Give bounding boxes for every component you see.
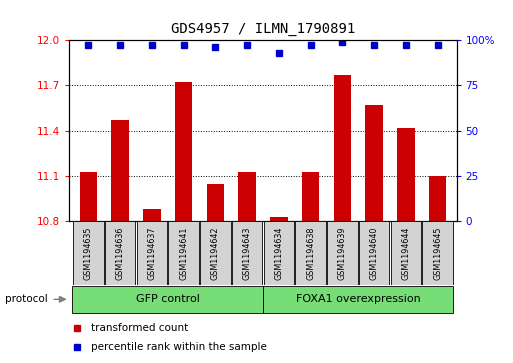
Text: GSM1194635: GSM1194635	[84, 227, 93, 280]
Text: GSM1194639: GSM1194639	[338, 227, 347, 280]
FancyBboxPatch shape	[73, 221, 104, 285]
FancyBboxPatch shape	[295, 221, 326, 285]
FancyBboxPatch shape	[105, 221, 135, 285]
Text: GSM1194645: GSM1194645	[433, 227, 442, 280]
Text: GSM1194637: GSM1194637	[147, 227, 156, 280]
Text: GSM1194642: GSM1194642	[211, 227, 220, 280]
Text: percentile rank within the sample: percentile rank within the sample	[91, 342, 266, 352]
FancyBboxPatch shape	[359, 221, 389, 285]
Bar	[270, 217, 287, 221]
Text: GSM1194643: GSM1194643	[243, 227, 251, 280]
Text: protocol: protocol	[5, 294, 48, 305]
Bar	[80, 171, 97, 221]
FancyBboxPatch shape	[168, 221, 199, 285]
Title: GDS4957 / ILMN_1790891: GDS4957 / ILMN_1790891	[171, 22, 355, 36]
Text: transformed count: transformed count	[91, 323, 188, 333]
FancyBboxPatch shape	[72, 286, 263, 313]
Bar	[239, 171, 256, 221]
FancyBboxPatch shape	[390, 221, 421, 285]
FancyBboxPatch shape	[327, 221, 358, 285]
Text: GSM1194644: GSM1194644	[401, 227, 410, 280]
Text: GSM1194638: GSM1194638	[306, 227, 315, 280]
FancyBboxPatch shape	[422, 221, 453, 285]
FancyBboxPatch shape	[200, 221, 230, 285]
Text: GSM1194634: GSM1194634	[274, 227, 283, 280]
Bar	[429, 176, 446, 221]
FancyBboxPatch shape	[232, 221, 262, 285]
Text: GSM1194636: GSM1194636	[115, 227, 125, 280]
Bar	[333, 75, 351, 221]
FancyBboxPatch shape	[263, 286, 453, 313]
Text: GFP control: GFP control	[136, 294, 200, 305]
Bar	[207, 184, 224, 221]
Bar	[175, 82, 192, 221]
Text: FOXA1 overexpression: FOXA1 overexpression	[296, 294, 421, 305]
Text: GSM1194641: GSM1194641	[179, 227, 188, 280]
Bar	[302, 171, 319, 221]
FancyBboxPatch shape	[264, 221, 294, 285]
Bar	[143, 209, 161, 221]
FancyBboxPatch shape	[136, 221, 167, 285]
Bar	[397, 128, 415, 221]
Bar	[111, 120, 129, 221]
Text: GSM1194640: GSM1194640	[369, 227, 379, 280]
Bar	[365, 105, 383, 221]
